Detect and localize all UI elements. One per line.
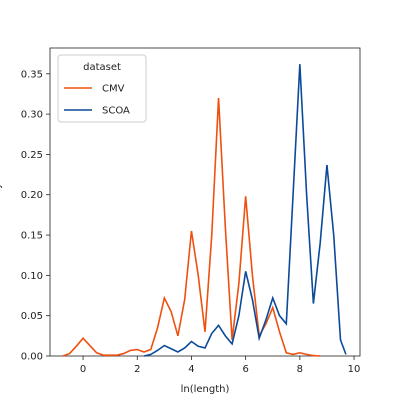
line-series <box>143 64 347 357</box>
x-tick-label: 4 <box>188 364 194 375</box>
line-series <box>62 97 321 357</box>
legend-title: dataset <box>83 62 121 73</box>
x-tick-label: 2 <box>134 364 140 375</box>
y-tick-label: 0.10 <box>21 271 43 282</box>
legend-label: SCOA <box>102 106 130 117</box>
x-tick-label: 8 <box>297 364 303 375</box>
y-tick-label: 0.25 <box>21 150 43 161</box>
y-tick-label: 0.05 <box>21 311 43 322</box>
plot-frame <box>49 47 361 357</box>
x-tick-label: 0 <box>80 364 86 375</box>
legend-box <box>57 54 147 123</box>
x-tick-label: 10 <box>348 364 361 375</box>
y-tick-label: 0.00 <box>21 352 43 363</box>
y-tick-label: 0.15 <box>21 231 43 242</box>
x-axis-label: ln(length) <box>181 384 230 395</box>
y-axis-label: Density <box>0 183 3 221</box>
y-tick-label: 0.30 <box>21 110 43 121</box>
legend: dataset CMV SCOA <box>57 54 147 123</box>
x-tick-label: 6 <box>242 364 248 375</box>
legend-label: CMV <box>102 84 125 95</box>
y-tick-label: 0.20 <box>21 190 43 201</box>
y-tick-label: 0.35 <box>21 69 43 80</box>
